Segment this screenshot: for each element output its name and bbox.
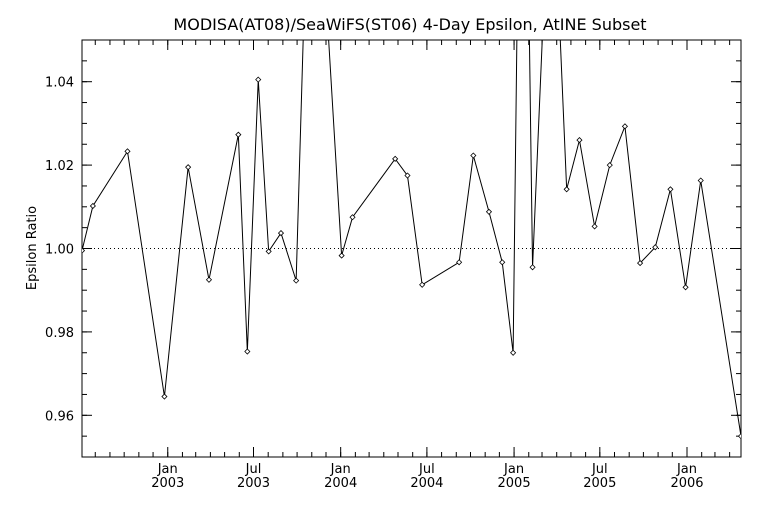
data-point-marker [737,433,741,440]
data-point-marker [652,244,659,251]
y-tick-label: 1.02 [45,159,74,174]
y-tick-label: 1.04 [45,76,74,91]
data-point-marker [277,230,285,237]
x-tick-month-label: Jul [245,462,262,477]
data-point-marker [82,247,86,254]
data-point-marker [89,202,96,210]
data-point-marker [205,276,213,283]
x-tick-year-label: 2004 [324,476,357,491]
data-point-marker [456,259,463,266]
data-point-marker [667,186,674,193]
x-tick-year-label: 2003 [151,476,184,491]
data-point-marker [529,264,536,271]
x-tick-month-label: Jan [676,462,697,477]
x-tick-month-label: Jan [330,462,351,477]
data-point-marker [637,260,644,267]
x-tick-month-label: Jul [591,462,608,477]
data-point-marker [265,248,272,255]
x-tick-year-label: 2004 [410,476,443,491]
y-tick-label: 0.98 [45,326,74,341]
x-tick-month-label: Jan [157,462,178,477]
data-point-marker [185,164,192,171]
data-point-marker [682,284,689,291]
y-axis-label: Epsilon Ratio [25,206,40,290]
data-point-marker [392,155,399,162]
y-tick-label: 0.96 [45,409,74,424]
data-point-marker [404,172,411,179]
data-point-marker [161,393,168,400]
data-point-marker [349,214,356,221]
data-point-marker [293,277,300,284]
data-point-marker [591,223,598,230]
data-point-marker [124,148,131,155]
x-tick-year-label: 2006 [670,476,703,491]
data-point-marker [576,137,583,144]
x-tick-year-label: 2003 [237,476,270,491]
data-point-marker [499,259,506,266]
data-point-marker [338,252,345,259]
data-point-marker [255,76,262,83]
x-tick-month-label: Jul [418,462,435,477]
data-point-marker [470,152,477,159]
data-point-marker [244,348,251,355]
data-point-marker [235,131,242,138]
data-point-marker [485,208,493,215]
data-point-marker [621,123,628,130]
x-tick-month-label: Jan [503,462,524,477]
data-point-marker [606,162,613,169]
data-point-marker [419,281,426,288]
series-line [82,40,741,437]
data-point-marker [563,186,570,193]
y-tick-label: 1.00 [45,243,74,258]
chart-title: MODISA(AT08)/SeaWiFS(ST06) 4-Day Epsilon… [173,15,646,34]
x-tick-year-label: 2005 [583,476,616,491]
data-point-marker [510,349,517,356]
data-point-marker [697,177,704,184]
x-tick-year-label: 2005 [498,476,531,491]
